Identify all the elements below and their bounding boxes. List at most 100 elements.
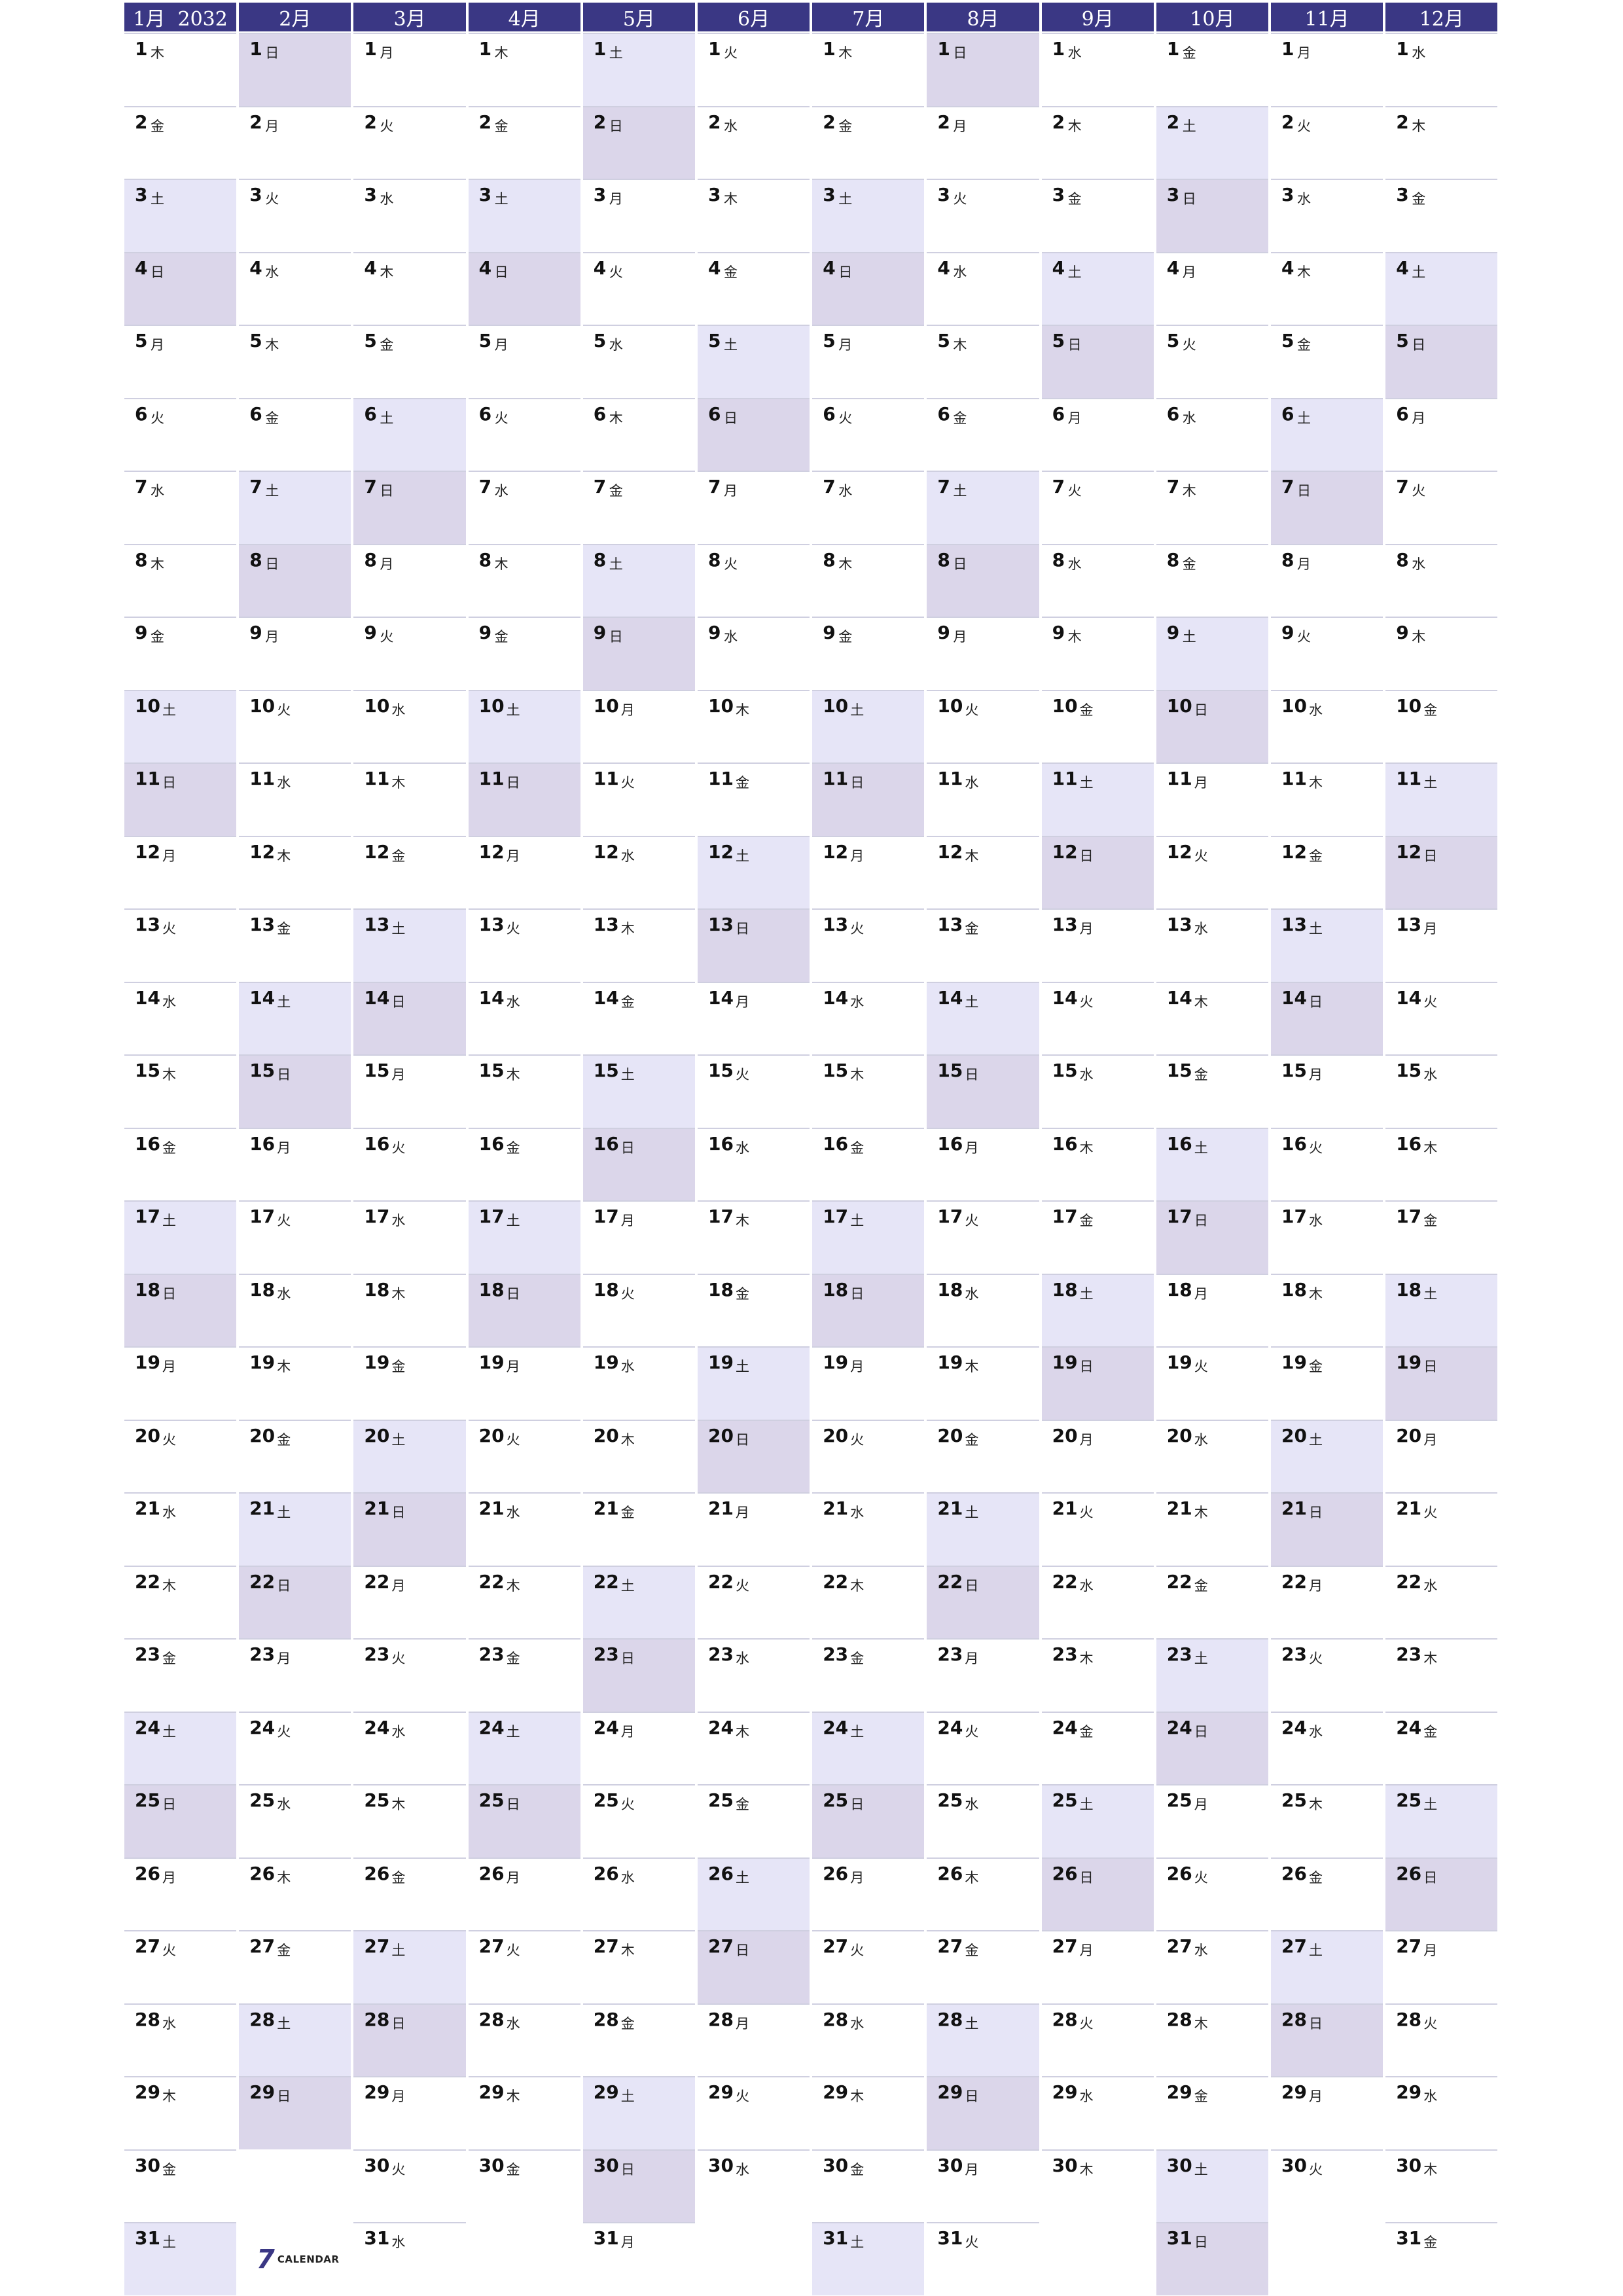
day-number: 22 [135,1570,160,1592]
day-number: 19 [708,1352,734,1373]
day-cell: 22 木 [812,1565,925,1639]
weekday-label: 火 [1194,1359,1208,1374]
weekday-label: 土 [494,191,508,207]
weekday-label: 木 [620,1943,635,1958]
day-number: 26 [1166,1862,1192,1884]
weekday-label: 土 [391,1431,406,1448]
weekday-label: 木 [277,1359,291,1374]
weekday-label: 木 [1423,1139,1438,1156]
day-cell: 28 土 [927,2003,1039,2076]
day-number: 3 [364,184,377,206]
weekday-label: 水 [724,629,738,645]
day-number: 17 [708,1206,734,1227]
day-number: 8 [478,548,492,571]
weekday-label: 金 [965,1431,979,1448]
weekday-label: 金 [1309,1359,1323,1374]
weekday-label: 火 [724,45,738,61]
day-number: 5 [1166,330,1180,351]
day-number: 7 [593,476,607,497]
day-cell: 26 木 [239,1857,351,1931]
day-cell: 27 金 [239,1930,351,2003]
day-number: 14 [1166,986,1192,1009]
day-number: 8 [593,548,607,571]
day-number: 31 [364,2227,390,2249]
day-cell: 26 土 [698,1857,810,1930]
day-cell: 13 木 [582,908,695,982]
day-number: 30 [1396,2154,1422,2176]
weekday-label: 火 [965,702,979,718]
weekday-label: 土 [609,556,623,572]
weekday-label: 火 [609,264,623,280]
day-number: 31 [823,2227,849,2249]
day-number: 14 [364,986,390,1009]
day-number: 30 [823,2154,849,2176]
weekday-label: 火 [736,1067,749,1083]
weekday-label: 日 [609,118,623,134]
day-cell: 13 火 [468,908,580,982]
day-cell: 25 土 [1385,1784,1498,1857]
weekday-label: 木 [953,337,967,353]
day-cell: 17 火 [927,1200,1039,1274]
weekday-label: 木 [965,848,979,864]
day-cell: 24 火 [239,1711,351,1785]
weekday-label: 日 [1194,2234,1208,2250]
day-cell: 25 月 [1156,1784,1268,1857]
day-number: 26 [1396,1862,1422,1884]
day-number: 13 [593,914,619,935]
day-cell: 29 月 [353,2076,466,2149]
day-number: 11 [249,768,276,789]
weekday-label: 水 [953,264,967,280]
weekday-label: 木 [1309,775,1323,791]
day-cell: 25 木 [353,1784,466,1857]
day-number: 25 [1281,1789,1307,1811]
weekday-label: 土 [506,702,520,718]
weekday-label: 土 [162,702,176,718]
day-cell: 14 木 [1156,981,1268,1055]
weekday-label: 火 [1297,629,1311,645]
day-number: 1 [364,38,377,60]
day-cell: 14 土 [927,981,1039,1054]
day-number: 8 [1052,548,1065,571]
day-number: 20 [1166,1424,1192,1446]
day-number: 5 [1281,330,1294,351]
weekday-label: 日 [953,556,967,572]
day-cell: 26 月 [468,1857,580,1931]
weekday-label: 木 [850,1067,865,1083]
day-number: 5 [823,330,836,351]
weekday-label: 土 [1079,775,1094,791]
day-number: 7 [1052,476,1065,497]
day-cell: 12 金 [353,835,466,909]
weekday-label: 日 [265,45,279,61]
weekday-label: 金 [151,118,164,134]
weekday-label: 木 [620,921,635,937]
day-cell: 24 日 [1156,1711,1268,1784]
day-cell: 16 木 [1385,1127,1498,1201]
day-cell: 24 土 [468,1711,580,1784]
day-number: 14 [135,986,160,1009]
weekday-label: 月 [1194,775,1208,791]
day-number: 12 [593,840,619,863]
day-cell: 21 水 [812,1492,925,1566]
weekday-label: 金 [1182,45,1196,61]
weekday-label: 日 [391,994,406,1010]
day-cell: 20 水 [1156,1419,1268,1493]
weekday-label: 土 [1423,1285,1438,1302]
day-number: 2 [937,111,950,133]
day-cell: 14 月 [698,981,810,1055]
day-number: 9 [1396,622,1409,643]
day-cell: 26 日 [1041,1857,1154,1930]
weekday-label: 金 [1423,702,1438,718]
day-cell: 14 火 [1041,981,1154,1055]
day-cell: 26 木 [927,1857,1039,1931]
weekday-label: 木 [277,848,291,864]
